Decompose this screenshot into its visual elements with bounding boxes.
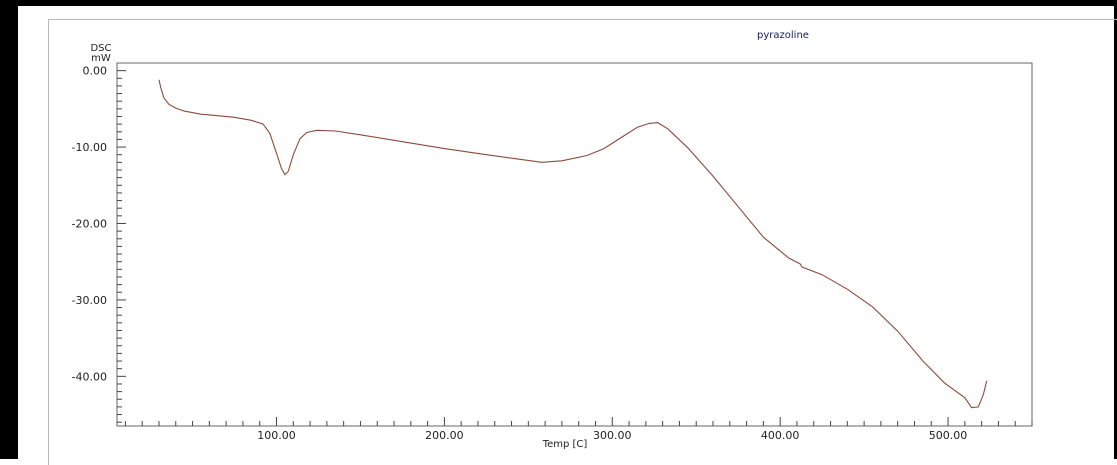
dsc-curve xyxy=(158,79,988,409)
y-tick-label: 0.00 xyxy=(83,65,108,78)
plot-panel xyxy=(48,19,1117,465)
x-tick-label: 200.00 xyxy=(425,429,464,442)
y-axis-title-line2: mW xyxy=(91,53,111,64)
x-tick-label: 400.00 xyxy=(761,429,800,442)
y-tick-label: -20.00 xyxy=(72,217,107,230)
x-tick-label: 100.00 xyxy=(257,429,296,442)
x-tick-label: 300.00 xyxy=(593,429,632,442)
x-axis-title: Temp [C] xyxy=(542,439,588,450)
y-tick-label: -30.00 xyxy=(72,294,107,307)
y-tick-label: -10.00 xyxy=(72,141,107,154)
tick-labels: 100.00 200.00 300.00 400.00 500.00 0.00 -10.00… xyxy=(72,65,968,442)
x-tick-label: 500.00 xyxy=(929,429,968,442)
axis-ticks xyxy=(117,70,1033,426)
plot-area xyxy=(116,62,1033,427)
y-axis-title-line1: DSC xyxy=(90,43,111,54)
chart-title: pyrazoline xyxy=(757,30,809,41)
y-tick-label: -40.00 xyxy=(72,370,107,383)
